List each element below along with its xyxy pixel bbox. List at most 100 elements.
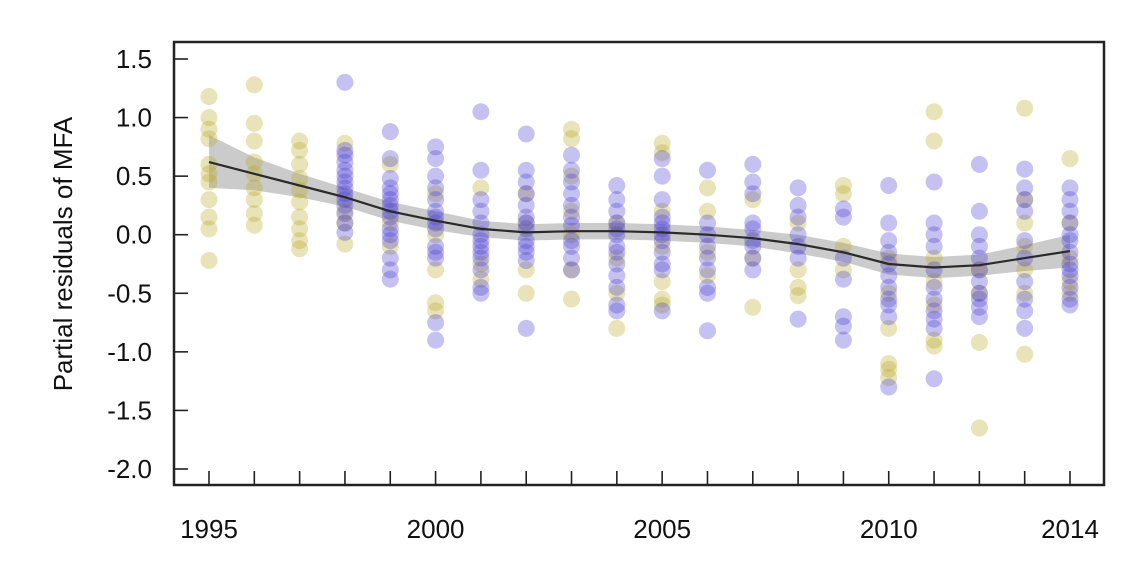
data-point	[970, 202, 988, 220]
data-point	[608, 243, 626, 261]
data-point	[789, 237, 807, 255]
data-point	[336, 205, 354, 223]
data-point	[970, 284, 988, 302]
data-point	[744, 173, 762, 191]
data-point	[880, 284, 898, 302]
data-point	[699, 202, 716, 220]
data-point	[563, 290, 580, 308]
data-point	[381, 249, 399, 267]
data-point	[925, 173, 943, 191]
data-point	[699, 214, 716, 232]
data-point	[653, 243, 671, 261]
data-point	[880, 290, 898, 308]
data-point	[970, 249, 988, 267]
data-point	[381, 191, 399, 209]
data-point	[653, 150, 671, 168]
data-point	[200, 165, 218, 183]
data-point	[880, 243, 898, 261]
data-point	[880, 214, 898, 232]
data-point	[653, 202, 671, 220]
data-point	[517, 173, 535, 191]
data-point	[1016, 214, 1034, 232]
data-point	[517, 261, 535, 279]
data-point	[472, 103, 490, 121]
data-point	[608, 202, 626, 220]
data-point	[563, 173, 580, 191]
data-point	[1061, 278, 1079, 296]
data-point	[427, 237, 445, 255]
data-point	[563, 261, 580, 279]
data-point	[880, 232, 898, 250]
data-point	[1016, 273, 1034, 291]
data-point	[563, 196, 580, 214]
data-point	[472, 232, 490, 250]
data-point	[925, 331, 943, 349]
data-point	[472, 179, 490, 197]
data-point	[789, 261, 807, 279]
data-point	[1061, 191, 1079, 209]
data-point	[834, 308, 852, 326]
data-point	[427, 302, 445, 320]
data-point	[925, 310, 943, 328]
data-point	[653, 134, 671, 152]
data-point	[381, 179, 399, 197]
data-point	[744, 185, 762, 203]
data-point	[245, 216, 263, 234]
data-point	[563, 208, 580, 226]
data-point	[925, 214, 943, 232]
data-point	[472, 161, 490, 179]
data-point	[608, 214, 626, 232]
data-point	[381, 232, 399, 250]
data-point	[336, 73, 354, 91]
data-point	[653, 237, 671, 255]
data-point	[744, 214, 762, 232]
data-point	[336, 202, 354, 220]
data-point	[291, 240, 309, 258]
x-tick-label: 1995	[180, 514, 238, 544]
data-point	[880, 267, 898, 285]
data-point	[427, 191, 445, 209]
data-point	[970, 290, 988, 308]
data-point	[1061, 255, 1079, 273]
data-point	[381, 226, 399, 244]
data-point	[880, 369, 898, 387]
data-point	[970, 298, 988, 316]
data-point	[1016, 261, 1034, 279]
data-point	[699, 322, 716, 340]
data-point	[925, 273, 943, 291]
data-point	[925, 290, 943, 308]
data-point	[427, 150, 445, 168]
data-point	[1016, 237, 1034, 255]
data-point	[336, 196, 354, 214]
data-point	[563, 185, 580, 203]
data-point	[472, 255, 490, 273]
data-point	[381, 185, 399, 203]
data-point	[427, 202, 445, 220]
data-point	[563, 120, 580, 138]
data-point	[925, 226, 943, 244]
data-point	[472, 237, 490, 255]
data-point	[653, 214, 671, 232]
data-point	[245, 76, 263, 94]
data-point	[200, 88, 218, 105]
data-point	[970, 284, 988, 302]
data-point	[336, 223, 354, 241]
data-point	[427, 294, 445, 312]
data-point	[381, 237, 399, 255]
data-point	[336, 153, 354, 171]
data-point	[653, 273, 671, 291]
data-point	[653, 167, 671, 185]
data-point	[472, 191, 490, 209]
data-point	[970, 226, 988, 244]
data-point	[880, 177, 898, 194]
data-point	[291, 170, 309, 187]
data-point	[970, 334, 988, 351]
data-point	[472, 226, 490, 244]
data-point	[517, 319, 535, 337]
data-point	[789, 214, 807, 232]
data-point	[517, 161, 535, 179]
data-point	[789, 310, 807, 328]
data-point	[744, 249, 762, 267]
data-point	[834, 317, 852, 335]
data-point	[1016, 345, 1034, 363]
